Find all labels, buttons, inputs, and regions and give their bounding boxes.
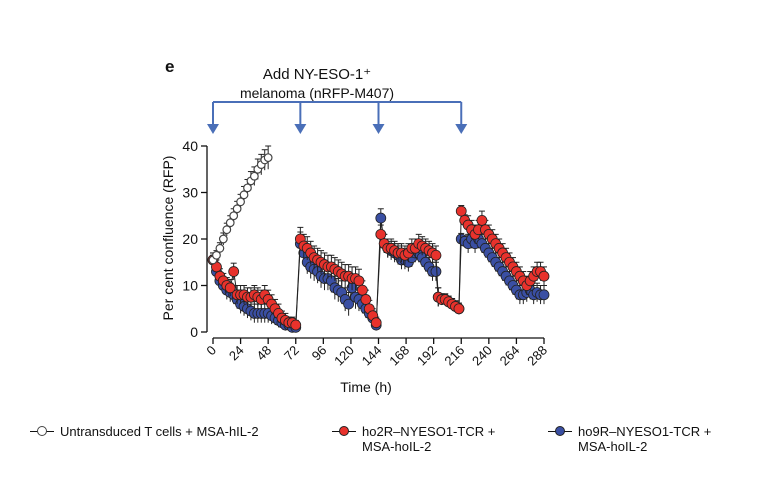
data-point	[229, 211, 239, 221]
data-point	[360, 294, 372, 305]
legend-item-ho9r: ho9R–NYESO1-TCR + MSA-hoIL-2	[548, 424, 711, 454]
data-point	[343, 298, 355, 310]
y-axis: 0 10 20 30 40	[182, 138, 208, 340]
data-point	[218, 234, 228, 244]
legend: Untransduced T cells + MSA-hIL-2 ho2R–NY…	[30, 424, 770, 468]
series-connector	[375, 234, 382, 323]
legend-label-untransduced: Untransduced T cells + MSA-hIL-2	[60, 424, 259, 439]
legend-item-ho2r: ho2R–NYESO1-TCR + MSA-hoIL-2	[332, 424, 495, 454]
series-connector	[295, 238, 301, 326]
data-point	[430, 249, 442, 261]
legend-label-ho9r: ho9R–NYESO1-TCR + MSA-hoIL-2	[578, 424, 712, 454]
x-tick-label: 168	[386, 343, 412, 369]
data-point	[538, 270, 550, 282]
x-tick-label: 120	[331, 343, 357, 369]
data-point	[538, 289, 550, 301]
data-point	[476, 214, 488, 226]
plot-area	[207, 145, 550, 333]
data-point	[243, 183, 252, 193]
y-tick-label: 10	[182, 278, 198, 294]
data-point	[249, 171, 259, 181]
data-point	[236, 197, 245, 207]
series-1	[207, 205, 550, 331]
legend-item-untransduced: Untransduced T cells + MSA-hIL-2	[30, 424, 259, 439]
x-tick-label: 144	[359, 343, 385, 369]
x-tick-label: 264	[497, 343, 523, 369]
panel-letter: e	[165, 57, 174, 76]
x-tick-label: 24	[226, 343, 247, 364]
data-point	[290, 319, 302, 331]
data-point	[239, 190, 249, 200]
x-tick-label: 72	[281, 343, 302, 364]
x-tick-label: 48	[253, 343, 274, 364]
y-axis-label: Per cent confluence (RFP)	[160, 156, 176, 321]
data-point	[232, 204, 242, 214]
y-tick-label: 20	[182, 231, 198, 247]
x-tick-label: 288	[524, 343, 550, 369]
arrow-head	[372, 124, 385, 134]
addition-arrows	[207, 101, 468, 134]
x-tick-label: 192	[414, 343, 440, 369]
series-0	[208, 145, 273, 265]
data-point	[357, 284, 368, 296]
data-point	[353, 275, 365, 287]
data-point	[225, 218, 235, 228]
data-point	[370, 317, 382, 329]
legend-marker-ho9r	[548, 424, 572, 438]
x-axis-label: Time (h)	[340, 379, 392, 395]
chart-title-line-1: Add NY-ESO-1⁺	[263, 66, 371, 83]
legend-marker-untransduced	[30, 424, 54, 438]
data-point	[430, 266, 442, 277]
data-point	[224, 282, 236, 294]
data-point	[228, 266, 240, 277]
legend-marker-ho2r	[332, 424, 356, 438]
x-tick-label: 240	[469, 343, 495, 369]
legend-label-ho2r: ho2R–NYESO1-TCR + MSA-hoIL-2	[362, 424, 496, 454]
chart-title-line-2: melanoma (nRFP-M407)	[240, 85, 394, 101]
x-tick-label: 216	[441, 343, 467, 369]
data-point	[263, 153, 273, 163]
data-point	[455, 205, 467, 217]
data-point	[453, 303, 465, 315]
data-point	[375, 228, 387, 240]
series-connector	[458, 211, 462, 309]
y-tick-label: 30	[182, 185, 198, 201]
y-tick-label: 40	[182, 138, 198, 154]
data-point	[215, 243, 225, 253]
data-point	[212, 250, 221, 260]
x-tick-label: 0	[203, 343, 219, 359]
arrow-head	[207, 124, 219, 134]
data-point	[375, 212, 387, 224]
arrow-head	[294, 124, 307, 134]
arrow-head	[455, 124, 468, 134]
data-point	[222, 225, 232, 235]
x-tick-label: 96	[309, 343, 330, 364]
x-axis: 0 24 48 72 96 120 144 168 192 216 240 264 288	[203, 337, 550, 369]
y-tick-label: 0	[190, 324, 198, 340]
